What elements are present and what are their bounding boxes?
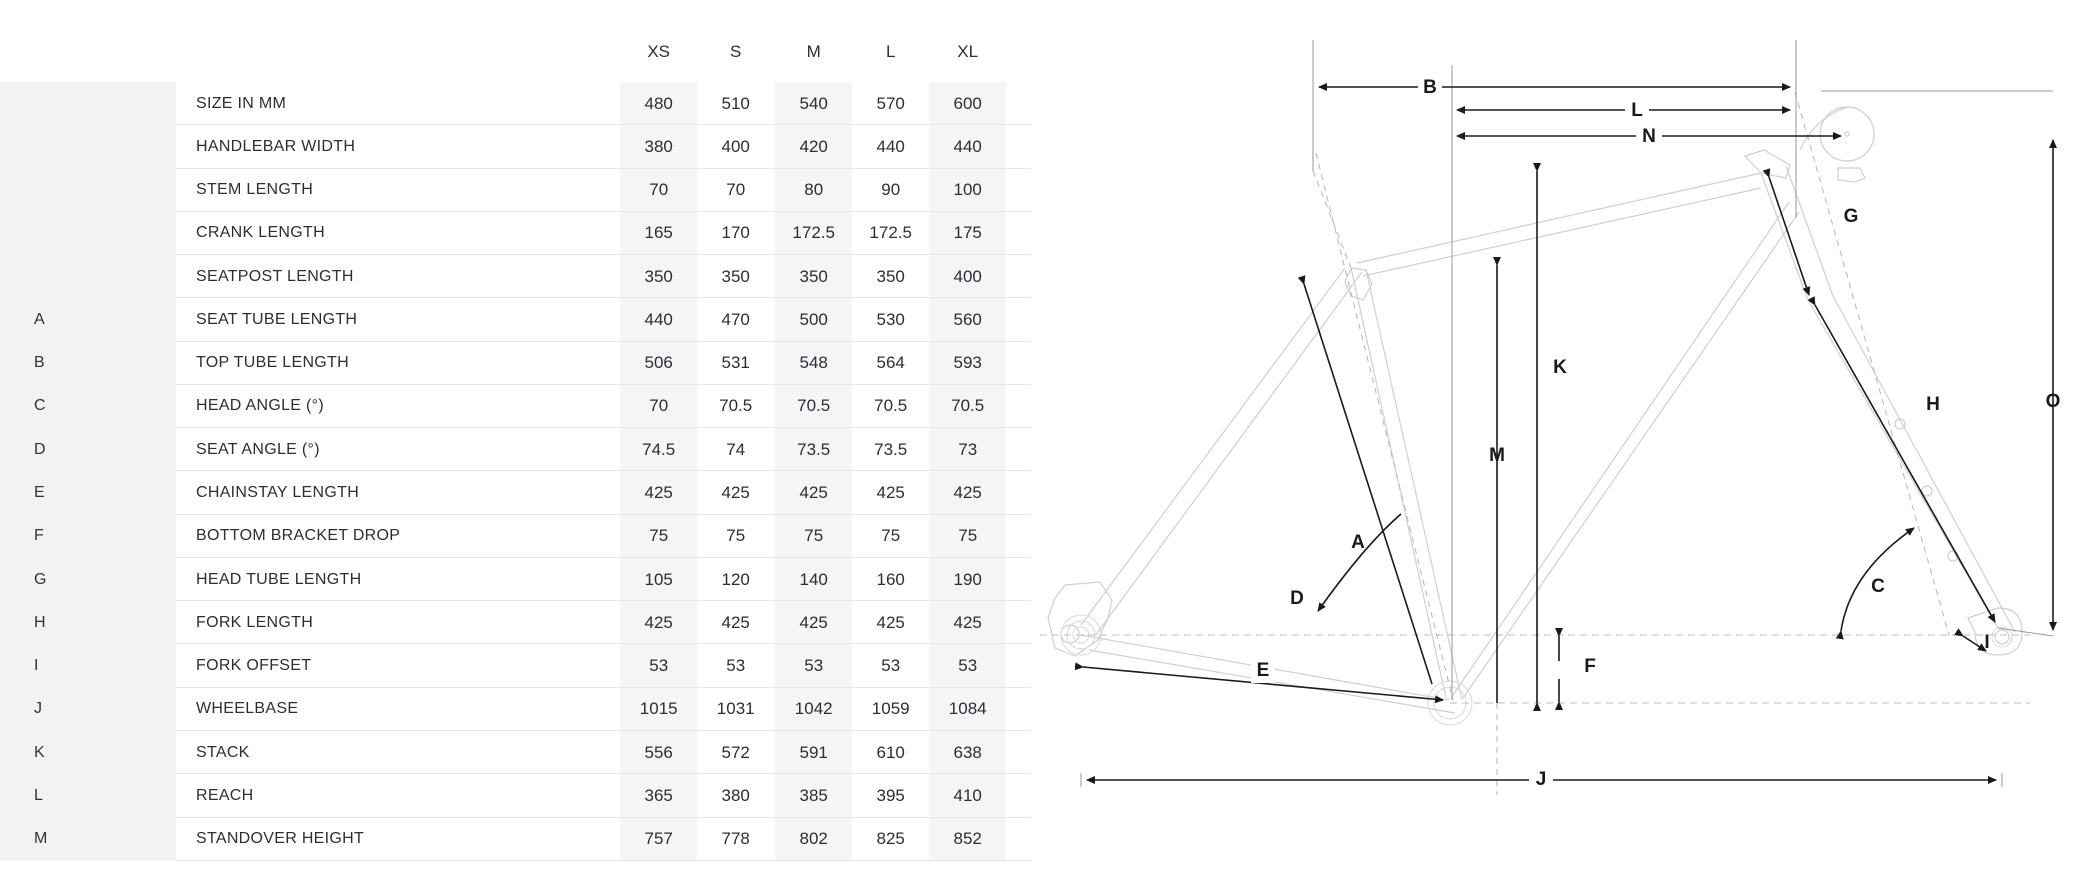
svg-text:L: L — [1631, 100, 1643, 121]
svg-text:D: D — [1290, 588, 1304, 609]
svg-text:H: H — [1926, 394, 1940, 415]
svg-text:A: A — [1351, 532, 1365, 553]
svg-text:F: F — [1584, 656, 1596, 677]
svg-text:K: K — [1553, 357, 1567, 378]
svg-text:N: N — [1642, 126, 1656, 147]
svg-text:B: B — [1423, 77, 1437, 98]
svg-text:I: I — [1984, 632, 1989, 653]
svg-text:O: O — [2046, 391, 2061, 412]
svg-text:M: M — [1489, 445, 1505, 466]
svg-text:E: E — [1257, 660, 1270, 681]
svg-text:J: J — [1536, 769, 1547, 790]
svg-text:G: G — [1844, 206, 1859, 227]
svg-text:C: C — [1871, 576, 1885, 597]
